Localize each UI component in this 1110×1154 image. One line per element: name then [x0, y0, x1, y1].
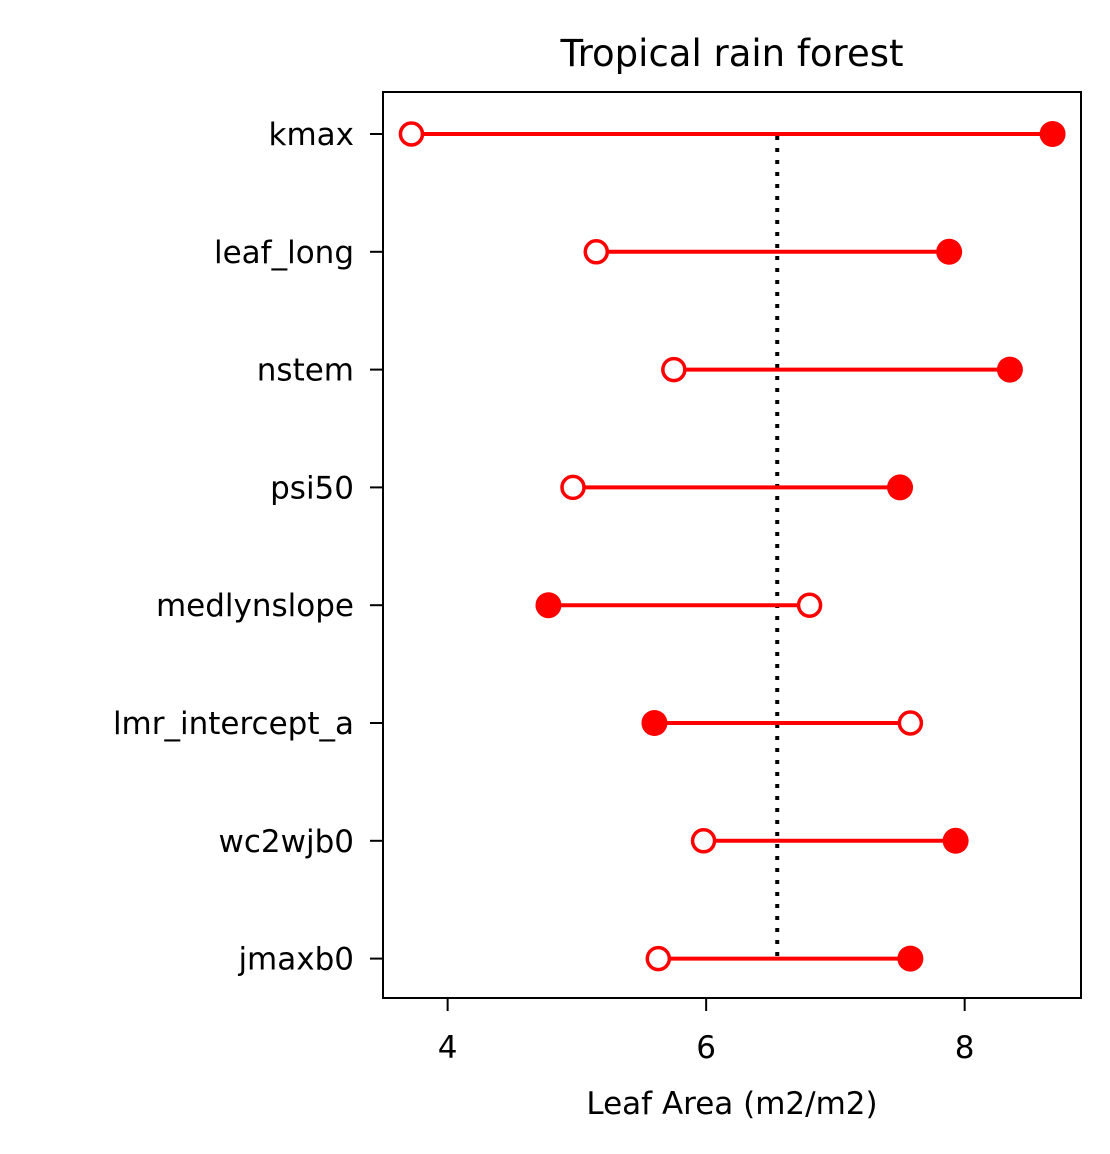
plot-area: [398, 121, 1066, 972]
y-tick-label-kmax: kmax: [269, 117, 355, 153]
x-axis: 4 6 8: [438, 998, 975, 1066]
y-tick-label-medlynslope: medlynslope: [156, 588, 354, 624]
x-tick-label-8: 8: [955, 1030, 975, 1066]
filled-point-nstem: [996, 356, 1023, 383]
x-axis-label: Leaf Area (m2/m2): [586, 1086, 877, 1122]
plot-frame: [382, 91, 1082, 999]
open-point-wc2wjb0: [690, 828, 717, 854]
chart-title: Tropical rain forest: [559, 32, 903, 75]
filled-point-wc2wjb0: [942, 827, 969, 854]
y-tick-label-leaf_long: leaf_long: [214, 235, 354, 271]
filled-point-kmax: [1039, 121, 1066, 147]
x-tick-label-4: 4: [438, 1030, 458, 1066]
open-point-psi50: [560, 474, 586, 501]
open-point-medlynslope: [796, 592, 823, 618]
open-point-kmax: [398, 121, 425, 147]
y-tick-label-jmaxb0: jmaxb0: [237, 942, 354, 978]
x-tick-label-6: 6: [696, 1030, 716, 1066]
y-tick-label-psi50: psi50: [270, 470, 354, 506]
y-tick-label-wc2wjb0: wc2wjb0: [219, 824, 355, 860]
open-point-leaf_long: [583, 239, 610, 265]
y-tick-label-lmr_intercept_a: lmr_intercept_a: [113, 706, 354, 742]
open-point-nstem: [661, 356, 687, 383]
open-point-lmr_intercept_a: [897, 710, 924, 736]
y-tick-label-nstem: nstem: [257, 353, 354, 389]
filled-point-medlynslope: [535, 592, 562, 619]
filled-point-jmaxb0: [897, 945, 924, 972]
filled-point-lmr_intercept_a: [641, 710, 668, 736]
filled-point-leaf_long: [936, 238, 963, 265]
open-point-jmaxb0: [645, 945, 672, 972]
filled-point-psi50: [887, 474, 914, 501]
